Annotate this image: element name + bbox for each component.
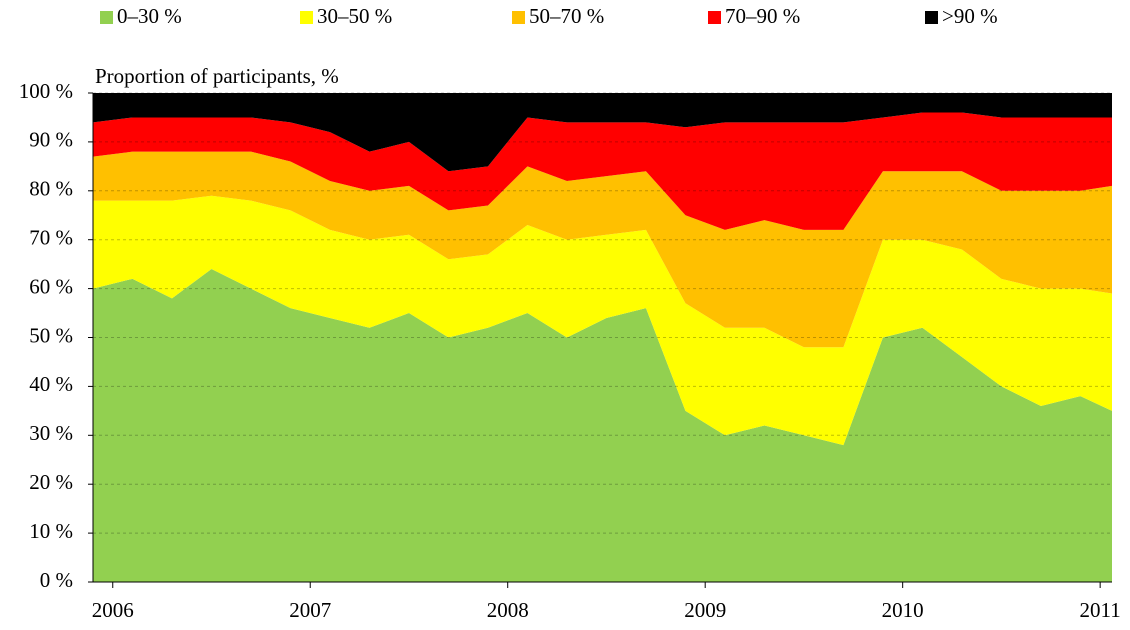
y-axis-label: Proportion of participants, % <box>95 64 339 88</box>
area <box>93 151 1112 348</box>
x-tick-label: 2009 <box>684 598 726 622</box>
y-tick-label: 50 % <box>29 323 73 347</box>
area <box>93 269 1112 582</box>
legend-label: >90 % <box>942 4 998 28</box>
y-tick-label: 20 % <box>29 470 73 494</box>
x-tick-label: 2007 <box>289 598 331 622</box>
legend-swatch <box>512 11 525 24</box>
y-tick-label: 0 % <box>40 568 73 592</box>
legend-swatch <box>100 11 113 24</box>
legend-label: 70–90 % <box>725 4 800 28</box>
y-tick-label: 90 % <box>29 128 73 152</box>
area <box>93 195 1112 446</box>
x-tick-label: 2011 <box>1080 598 1121 622</box>
legend-swatch <box>925 11 938 24</box>
area <box>93 93 1112 172</box>
x-tick-label: 2010 <box>882 598 924 622</box>
legend-label: 30–50 % <box>317 4 392 28</box>
legend-swatch <box>300 11 313 24</box>
legend-label: 50–70 % <box>529 4 604 28</box>
y-tick-label: 60 % <box>29 274 73 298</box>
y-tick-label: 70 % <box>29 226 73 250</box>
y-tick-label: 10 % <box>29 519 73 543</box>
legend-swatch <box>708 11 721 24</box>
area <box>93 112 1112 230</box>
legend-label: 0–30 % <box>117 4 182 28</box>
y-tick-label: 40 % <box>29 372 73 396</box>
y-tick-label: 30 % <box>29 421 73 445</box>
x-tick-label: 2006 <box>92 598 134 622</box>
y-tick-label: 80 % <box>29 177 73 201</box>
y-tick-label: 100 % <box>19 79 73 103</box>
x-tick-label: 2008 <box>487 598 529 622</box>
